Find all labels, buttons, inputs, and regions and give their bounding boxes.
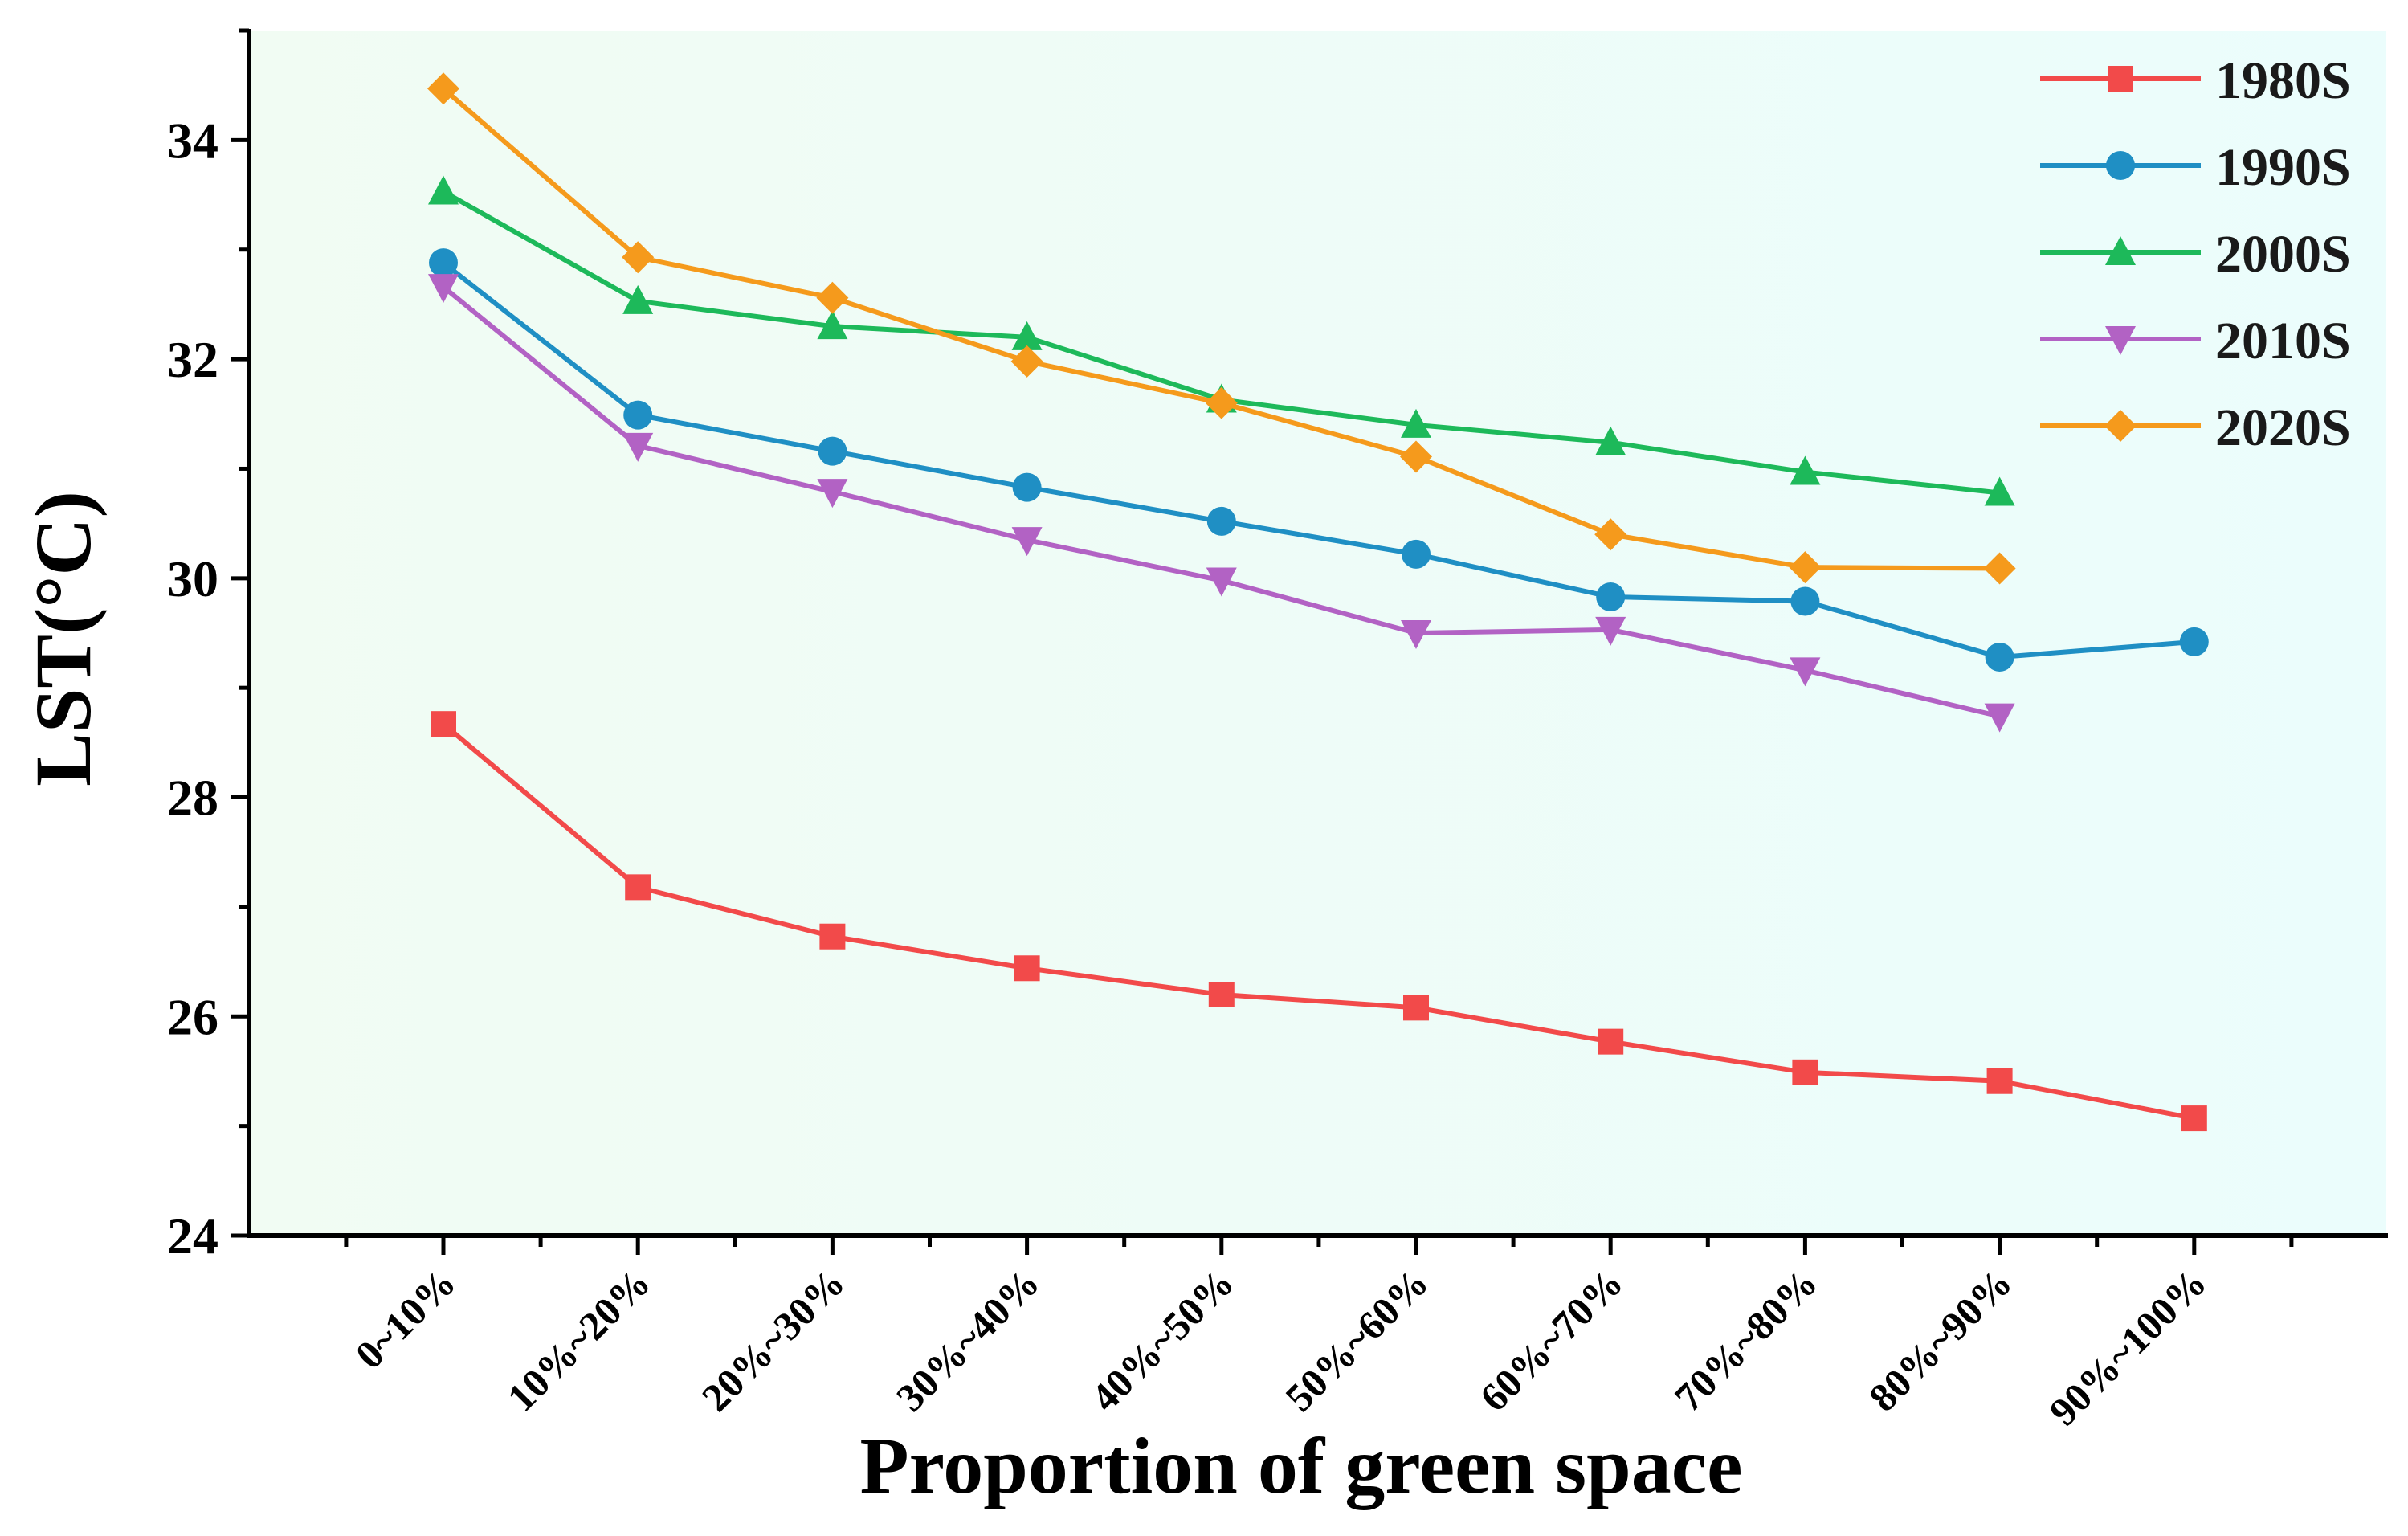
data-point — [1595, 426, 1626, 455]
x-tick-label: 0~10% — [346, 1260, 463, 1377]
data-point — [428, 274, 459, 304]
data-point — [1792, 1059, 1818, 1085]
legend-label: 1990S — [2215, 138, 2351, 197]
data-point — [1983, 552, 2016, 585]
x-tick-label: 20%~30% — [693, 1260, 853, 1420]
data-point — [1598, 1028, 1624, 1055]
data-point — [1984, 703, 2015, 733]
legend-marker — [2105, 236, 2136, 265]
data-point — [1985, 643, 2014, 672]
series-line — [442, 260, 2195, 660]
data-point — [1790, 455, 1821, 485]
data-point — [816, 281, 849, 314]
x-tick-label: 90%~100% — [2040, 1260, 2214, 1434]
legend-marker — [2104, 410, 2137, 442]
data-point — [1011, 527, 1043, 557]
legend-label: 1980S — [2215, 51, 2351, 110]
y-tick-label: 24 — [167, 1207, 218, 1264]
series-1990s — [429, 248, 2209, 672]
legend-item-2010s: 2010S — [2040, 312, 2351, 370]
data-point — [625, 874, 651, 901]
data-point — [622, 284, 654, 314]
legend-item-1990s: 1990S — [2040, 138, 2351, 197]
series-2020s — [427, 72, 2016, 585]
legend-item-2020s: 2020S — [2040, 398, 2351, 457]
data-point — [817, 310, 848, 340]
data-point — [1206, 506, 1236, 536]
legend-label: 2020S — [2215, 398, 2351, 457]
data-point — [1596, 582, 1626, 611]
data-point — [1594, 518, 1627, 551]
legend-label: 2000S — [2215, 225, 2351, 284]
series-2010s — [428, 274, 2015, 733]
legend-label: 2010S — [2215, 312, 2351, 370]
y-tick-label: 28 — [167, 770, 218, 827]
x-tick-label: 70%~80% — [1666, 1260, 1826, 1420]
data-point — [1790, 657, 1821, 687]
y-axis-title: LST(°C) — [18, 491, 108, 786]
data-point — [429, 248, 458, 278]
data-point — [1010, 345, 1043, 378]
data-point — [1206, 567, 1237, 597]
legend-marker — [2108, 66, 2133, 92]
x-tick-label: 80%~90% — [1860, 1260, 2020, 1420]
legend-item-2000s: 2000S — [2040, 225, 2351, 284]
data-point — [819, 923, 846, 950]
x-tick-label: 40%~50% — [1082, 1260, 1242, 1420]
legend-marker — [2105, 326, 2136, 355]
data-point — [1400, 440, 1432, 473]
data-point — [431, 711, 456, 737]
data-point — [622, 432, 654, 462]
series-1980s — [431, 711, 2207, 1132]
data-point — [1595, 616, 1626, 646]
legend-item-1980s: 1980S — [2040, 51, 2351, 110]
data-point — [1790, 586, 1820, 616]
data-point — [1205, 386, 1238, 419]
x-tick-label: 60%~70% — [1471, 1260, 1631, 1420]
legend-marker — [2106, 151, 2135, 180]
data-point — [622, 241, 655, 274]
data-point — [1012, 472, 1042, 502]
plot-background — [249, 31, 2386, 1236]
data-point — [428, 175, 459, 205]
y-tick-label: 26 — [167, 988, 218, 1045]
data-point — [2181, 1105, 2207, 1132]
data-point — [1011, 321, 1043, 350]
x-tick-label: 10%~20% — [499, 1260, 659, 1420]
data-point — [818, 436, 847, 466]
data-point — [1789, 551, 1822, 584]
data-point — [2179, 627, 2209, 656]
data-point — [1208, 982, 1235, 1007]
data-point — [1401, 620, 1431, 649]
data-point — [1403, 995, 1429, 1021]
y-tick-label: 32 — [167, 331, 218, 388]
data-point — [1402, 539, 1431, 569]
data-point — [427, 72, 459, 105]
data-point — [817, 479, 848, 509]
y-tick-label: 30 — [167, 550, 218, 607]
series-line — [442, 721, 2195, 1121]
data-point — [623, 400, 653, 430]
legend: 1980S 1990S 2000S 2010S 2020S — [2040, 51, 2351, 457]
y-tick-label: 34 — [167, 112, 218, 169]
data-point — [1986, 1068, 2013, 1094]
data-point — [1984, 476, 2015, 506]
x-tick-label: 30%~40% — [888, 1260, 1047, 1420]
x-tick-label: 50%~60% — [1276, 1260, 1436, 1420]
x-axis-title: Proportion of green space — [860, 1421, 1743, 1510]
data-point — [1401, 408, 1431, 438]
data-point — [1014, 955, 1040, 982]
